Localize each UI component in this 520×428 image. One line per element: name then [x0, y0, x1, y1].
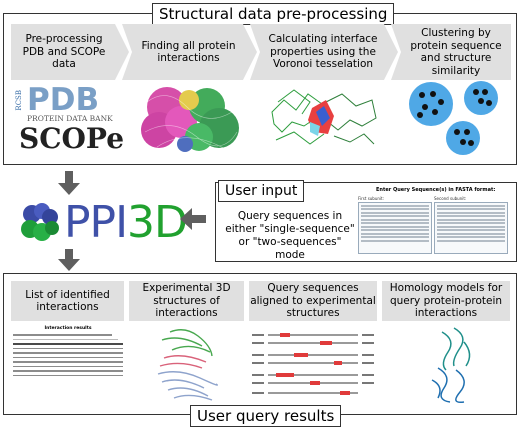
- result-identified-interactions: List of identified interactions: [11, 281, 124, 321]
- result-homology-models: Homology models for query protein-protei…: [382, 281, 510, 321]
- scope-logo: SCOPe: [19, 122, 124, 155]
- second-subunit-label: Second subunit:: [434, 196, 467, 201]
- result-aligned-sequences: Query sequences aligned to experimental …: [249, 281, 377, 321]
- user-input-description: Query sequences in either "single-sequen…: [225, 210, 355, 261]
- fasta-form-title: Enter Query Sequence(s) in FASTA format:: [376, 187, 496, 193]
- ppi3d-molecule-icon: [21, 203, 59, 241]
- user-input-title: User input: [218, 180, 305, 202]
- protein-complex-image: [137, 82, 247, 158]
- pdb-logo: RCSB PDB PROTEIN DATA BANK: [15, 82, 125, 123]
- step-finding-interactions: Finding all protein interactions: [122, 24, 257, 80]
- result4-label: Homology models for query protein-protei…: [389, 282, 503, 320]
- alignment-preview: [250, 328, 378, 400]
- interactions-table-title: Interaction results: [44, 326, 92, 331]
- result3-label: Query sequences aligned to experimental …: [250, 282, 376, 320]
- pdb-main-text: PDB: [27, 82, 100, 118]
- result2-label: Experimental 3D structures of interactio…: [142, 282, 231, 320]
- first-subunit-label: First subunit:: [358, 196, 384, 201]
- step1-label: Pre-processing PDB and SCOPe data: [22, 33, 106, 71]
- results-title: User query results: [190, 405, 342, 427]
- pdb-sub-text: PROTEIN DATA BANK: [27, 114, 113, 123]
- step-preprocessing-pdb-scope: Pre-processing PDB and SCOPe data: [11, 24, 129, 80]
- voronoi-interface-image: [264, 82, 382, 158]
- ppi3d-logo: PPI3D: [20, 197, 188, 248]
- step3-label: Calculating interface properties using t…: [268, 33, 378, 71]
- preprocessing-title: Structural data pre-processing: [152, 3, 395, 25]
- step-interface-properties: Calculating interface properties using t…: [250, 24, 398, 80]
- arrow-down-to-results: [58, 249, 80, 271]
- experimental-structure-image: [150, 326, 225, 404]
- first-subunit-textarea[interactable]: [358, 202, 432, 254]
- result1-label: List of identified interactions: [25, 288, 110, 314]
- pdb-rcsb-text: RCSB: [15, 90, 23, 111]
- result-experimental-structures: Experimental 3D structures of interactio…: [129, 281, 244, 321]
- step-clustering: Clustering by protein sequence and struc…: [391, 24, 511, 80]
- step2-label: Finding all protein interactions: [141, 39, 236, 64]
- second-subunit-textarea[interactable]: [434, 202, 508, 254]
- three-d-text: 3D: [127, 197, 188, 248]
- interactions-table-preview: Interaction results: [13, 326, 123, 402]
- scope-text: SCOPe: [19, 122, 125, 155]
- arrow-down-to-ppi3d: [58, 171, 80, 195]
- ppi-text: PPI: [64, 197, 128, 248]
- fasta-form-preview: Enter Query Sequence(s) in FASTA format:…: [356, 186, 510, 256]
- arrow-left-to-ppi3d: [180, 208, 206, 230]
- homology-model-image: [428, 326, 480, 404]
- clusters-image: [405, 80, 505, 158]
- step4-label: Clustering by protein sequence and struc…: [410, 27, 502, 77]
